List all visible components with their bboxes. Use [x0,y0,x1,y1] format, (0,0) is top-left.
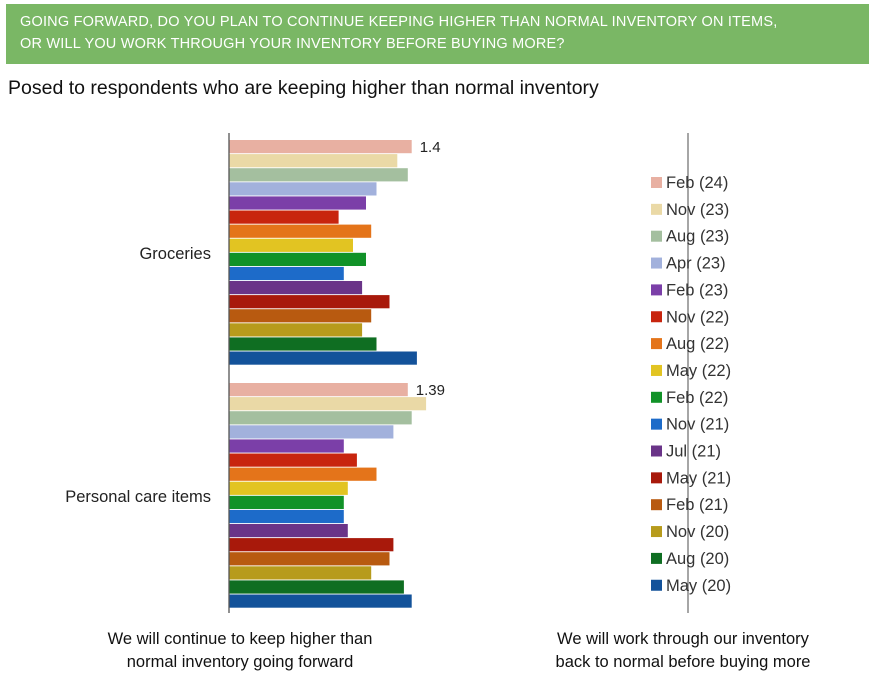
legend-label: Nov (23) [666,201,729,219]
bar [229,196,366,210]
legend-label: Aug (22) [666,335,729,353]
bar [229,295,390,309]
legend-swatch [651,257,662,269]
header-banner: GOING FORWARD, DO YOU PLAN TO CONTINUE K… [6,4,869,64]
bar [229,552,390,566]
bar [229,266,344,281]
left-axis-label-line-2: normal inventory going forward [126,653,354,671]
bar [229,509,344,524]
bar [229,154,398,168]
bar [229,425,394,439]
legend-swatch [651,445,662,457]
legend-label: Nov (20) [666,523,729,541]
legend-swatch [651,338,662,350]
right-axis-label-line-1: We will work through our inventory [557,630,809,648]
bar [229,309,372,323]
legend-label: Feb (22) [666,389,728,407]
legend-label: Apr (23) [666,255,726,273]
legend-label: Feb (21) [666,496,728,514]
bar [229,453,357,467]
legend-swatch [651,418,662,430]
bar [229,580,404,594]
legend-swatch [651,499,662,511]
bar [229,323,363,337]
legend-label: Nov (21) [666,416,729,434]
legend-swatch [651,364,662,376]
legend-swatch [651,526,662,538]
legend-swatch [651,230,662,242]
bar [229,538,394,552]
bar [229,351,417,365]
bar [229,397,427,411]
bar [229,252,366,266]
legend-label: Aug (23) [666,228,729,246]
bar [229,594,412,608]
bar [229,495,344,509]
legend-swatch [651,311,662,323]
left-axis-label: We will continue to keep higher than nor… [40,628,440,674]
legend-swatch [651,391,662,403]
legend-label: May (21) [666,469,731,487]
bar [229,168,408,182]
right-axis-label-line-2: back to normal before buying more [555,653,811,671]
legend-label: Nov (22) [666,308,729,326]
bar [229,140,412,154]
data-label: 1.39 [416,382,445,399]
legend-label: May (22) [666,362,731,380]
legend-label: Feb (24) [666,174,728,192]
bar [229,337,377,351]
bar [229,210,339,224]
legend-label: Jul (21) [666,443,721,461]
legend-swatch [651,203,662,215]
bar [229,481,348,495]
category-label: Personal care items [65,488,211,506]
bar [229,439,344,453]
bar [229,281,363,295]
chart-subtitle: Posed to respondents who are keeping hig… [8,77,599,99]
data-label: 1.4 [420,139,441,156]
bar [229,238,353,252]
header-line-2: OR WILL YOU WORK THROUGH YOUR INVENTORY … [20,36,565,52]
legend-label: May (20) [666,577,731,595]
right-axis-label: We will work through our inventory back … [483,628,875,674]
bar [229,182,377,196]
bar [229,411,412,425]
legend-label: Feb (23) [666,281,728,299]
legend-swatch [651,284,662,296]
bar [229,224,372,238]
legend-swatch [651,579,662,591]
bar [229,383,408,397]
bar [229,524,348,538]
legend-swatch [651,552,662,564]
legend-label: Aug (20) [666,550,729,568]
bar [229,467,377,481]
category-label: Groceries [139,245,211,263]
bar [229,566,372,580]
legend-swatch [651,472,662,484]
header-line-1: GOING FORWARD, DO YOU PLAN TO CONTINUE K… [20,14,778,30]
legend-swatch [651,177,662,188]
left-axis-label-line-1: We will continue to keep higher than [107,630,373,648]
